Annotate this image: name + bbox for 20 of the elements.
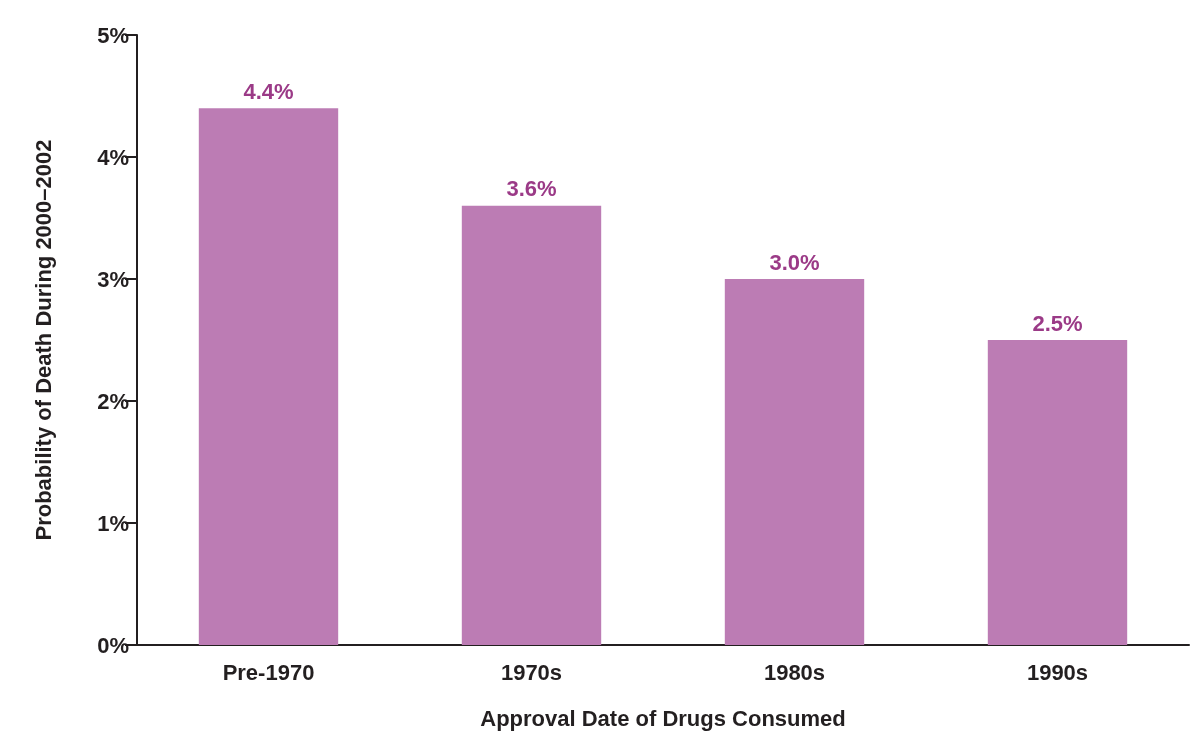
y-tick-label: 3% <box>97 266 129 292</box>
bar <box>724 279 865 645</box>
y-tick-label: 1% <box>97 510 129 536</box>
data-label: 4.4% <box>243 78 294 104</box>
data-label: 3.6% <box>506 176 557 202</box>
y-tick-label: 5% <box>97 22 129 48</box>
x-axis-title: Approval Date of Drugs Consumed <box>480 705 846 731</box>
bar <box>987 340 1128 645</box>
x-tick-label: 1990s <box>1026 659 1089 685</box>
data-label: 2.5% <box>1032 310 1083 336</box>
x-tick-label: 1980s <box>763 659 826 685</box>
x-tick-label: 1970s <box>500 659 563 685</box>
data-label: 3.0% <box>769 249 820 275</box>
y-tick-label: 4% <box>97 144 129 170</box>
bar <box>461 205 602 645</box>
y-tick-label: 0% <box>97 632 129 658</box>
x-tick-label: Pre-1970 <box>222 659 315 685</box>
bar <box>198 108 339 645</box>
y-axis-title: Probability of Death During 2000–2002 <box>30 139 56 541</box>
y-tick-label: 2% <box>97 388 129 414</box>
